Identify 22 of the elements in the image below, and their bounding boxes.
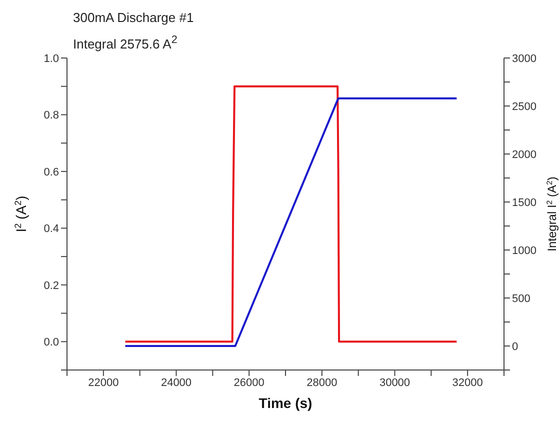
y-tick-label: 1.0 bbox=[44, 52, 59, 65]
y2-tick-label: 2000 bbox=[512, 148, 536, 161]
y2-tick-label: 2500 bbox=[512, 100, 536, 113]
x-tick-label: 24000 bbox=[160, 376, 192, 389]
y2-tick-label: 0 bbox=[512, 340, 518, 353]
chart-title: 300mA Discharge #1 bbox=[73, 10, 194, 25]
chart-subtitle: Integral 2575.6 A$^{2}$ bbox=[73, 34, 178, 52]
x-tick-label: 26000 bbox=[234, 376, 264, 389]
x-axis-title: Time (s) bbox=[258, 395, 312, 411]
y2-tick-label: 500 bbox=[512, 292, 530, 305]
y-tick-label: 0.8 bbox=[44, 110, 59, 122]
y-tick-label: 0.2 bbox=[44, 280, 59, 292]
y-tick-label: 0.6 bbox=[44, 166, 59, 178]
x-tick-label: 30000 bbox=[379, 376, 410, 389]
x-tick-label: 28000 bbox=[306, 376, 338, 389]
y-tick-label: 0.0 bbox=[44, 336, 59, 349]
x-tick-label: 32000 bbox=[452, 376, 483, 389]
x-tick-label: 22000 bbox=[88, 376, 119, 389]
y2-tick-label: 1500 bbox=[512, 196, 536, 209]
y2-tick-label: 1000 bbox=[512, 244, 536, 257]
y-tick-label: 0.4 bbox=[44, 223, 59, 236]
y2-tick-label: 3000 bbox=[512, 52, 536, 65]
